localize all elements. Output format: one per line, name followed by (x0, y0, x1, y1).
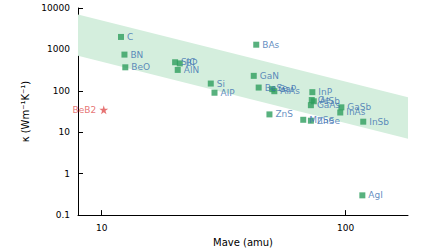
svg-text:C: C (127, 32, 133, 42)
svg-text:100: 100 (337, 223, 354, 233)
svg-text:AlP: AlP (220, 88, 235, 98)
svg-text:BAs: BAs (262, 40, 279, 50)
svg-text:BeB2: BeB2 (73, 105, 97, 115)
svg-text:ZnSe: ZnSe (317, 116, 341, 126)
svg-text:BeSe: BeSe (264, 82, 288, 93)
svg-text:InP: InP (318, 87, 333, 98)
svg-text:InAs: InAs (346, 107, 366, 117)
svg-text:10000: 10000 (41, 3, 70, 13)
svg-text:GaP: GaP (278, 84, 296, 94)
svg-text:10: 10 (96, 223, 108, 233)
svg-text:BP: BP (185, 58, 198, 69)
svg-text:BN: BN (130, 50, 143, 60)
svg-text:κ (Wm⁻¹K⁻¹): κ (Wm⁻¹K⁻¹) (20, 81, 31, 143)
svg-text:10: 10 (59, 127, 71, 137)
svg-text:1000: 1000 (47, 44, 70, 54)
svg-text:ZnS: ZnS (275, 109, 293, 119)
svg-text:0.1: 0.1 (56, 210, 70, 220)
svg-text:Mave (amu): Mave (amu) (213, 237, 273, 248)
svg-text:BeO: BeO (131, 62, 150, 72)
svg-text:GaN: GaN (260, 71, 279, 81)
svg-text:GaAs: GaAs (316, 100, 341, 111)
svg-text:Ge: Ge (318, 95, 331, 105)
svg-text:100: 100 (53, 86, 70, 96)
svg-text:Si: Si (216, 78, 225, 89)
svg-text:1: 1 (64, 169, 70, 179)
svg-text:InSb: InSb (369, 117, 389, 127)
svg-text:AgI: AgI (368, 190, 383, 200)
svg-text:AlN: AlN (184, 65, 199, 75)
